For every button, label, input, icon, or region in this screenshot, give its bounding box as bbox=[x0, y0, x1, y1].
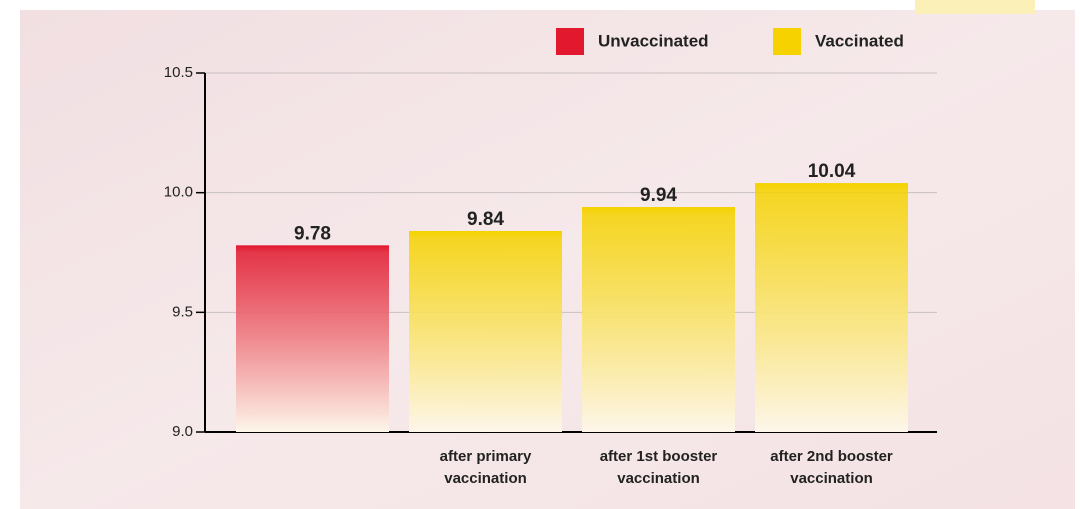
header-decoration bbox=[915, 0, 1035, 14]
value-label: 10.04 bbox=[808, 161, 856, 182]
bar bbox=[755, 183, 908, 432]
bar bbox=[236, 245, 389, 432]
legend-label: Vaccinated bbox=[815, 31, 904, 50]
y-tick-label: 9.5 bbox=[172, 303, 193, 320]
bar bbox=[409, 230, 562, 432]
value-label: 9.94 bbox=[640, 185, 677, 206]
x-tick-label: after 2nd booster vaccination bbox=[770, 448, 893, 487]
y-tick-label: 10.0 bbox=[164, 184, 193, 201]
y-tick-label: 10.5 bbox=[164, 64, 193, 81]
y-tick-label: 9.0 bbox=[172, 423, 193, 440]
x-tick-label: after 1st booster vaccination bbox=[599, 448, 718, 487]
bar bbox=[582, 207, 735, 432]
legend-swatch bbox=[556, 28, 584, 55]
x-tick-label: after primary vaccination bbox=[439, 448, 532, 487]
value-label: 9.84 bbox=[467, 209, 504, 230]
legend-swatch bbox=[773, 28, 801, 55]
legend-label: Unvaccinated bbox=[598, 31, 709, 50]
value-label: 9.78 bbox=[294, 223, 331, 244]
